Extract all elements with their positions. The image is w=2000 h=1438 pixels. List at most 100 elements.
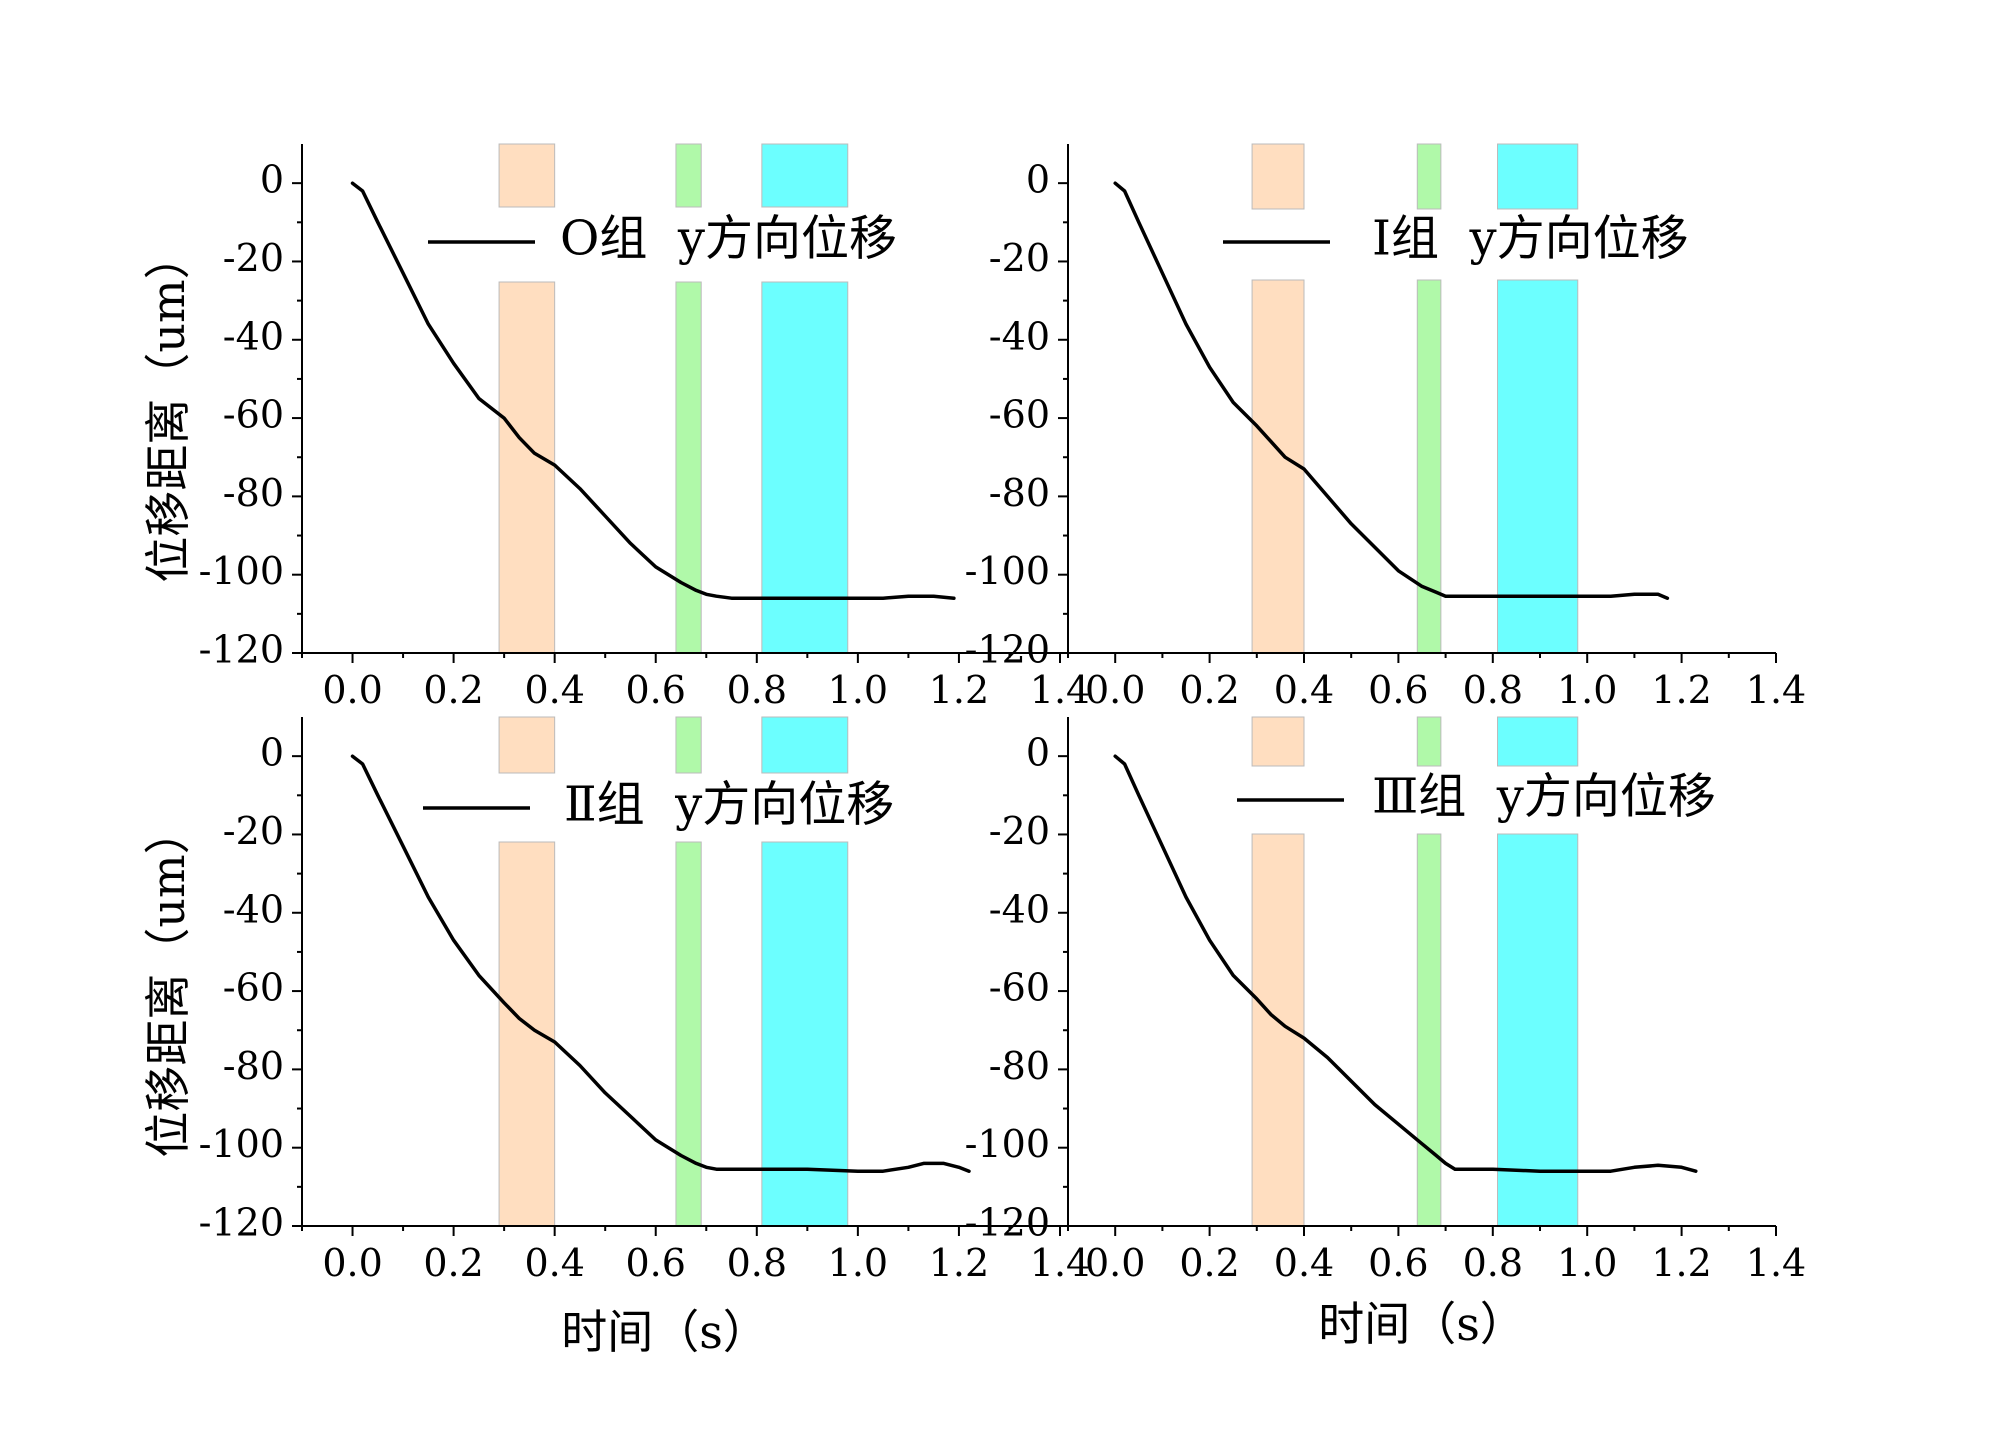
- x-tick-label: 1.4: [1030, 668, 1090, 712]
- x-tick-label: 0.8: [1463, 668, 1523, 712]
- series-line: [1113, 754, 1698, 1173]
- y-axis-label-top: 位移距离（um）: [141, 233, 195, 582]
- y-tick-label: -60: [989, 966, 1050, 1010]
- y-tick-label: -20: [989, 809, 1050, 853]
- chart-panel-bottom-right: 0 -20 -40 -60 -80 -100 -120 0.0 0.2 0.4 0.6 0.8 1.0 1…: [965, 716, 1806, 1285]
- x-tick-label: 0.6: [1368, 1241, 1428, 1285]
- x-tick-label: 1.0: [1557, 668, 1617, 712]
- x-tick-label: 1.2: [1651, 1241, 1711, 1285]
- y-tick-label: -100: [965, 1122, 1050, 1166]
- y-tick-label: -100: [199, 1122, 284, 1166]
- y-tick-label: -20: [223, 809, 284, 853]
- highlight-band-3-lower: [761, 281, 849, 654]
- highlight-band-1-lower: [1251, 833, 1305, 1227]
- x-tick-label: 0.8: [727, 668, 787, 712]
- highlight-band-3-lower: [1497, 279, 1579, 654]
- y-tick-label: -40: [223, 314, 284, 358]
- chart-panel-bottom-left: 0 -20 -40 -60 -80 -100 -120 0.0 0.2 0.4 0.6 0.8 1.0 1…: [199, 716, 1090, 1285]
- highlight-band-3-lower: [761, 841, 849, 1227]
- series-line: [350, 754, 971, 1173]
- x-tick-label: 1.2: [929, 1241, 989, 1285]
- highlight-band-3-upper: [761, 143, 849, 208]
- y-tick-label: 0: [1026, 731, 1050, 775]
- x-tick-label: 0.4: [1274, 1241, 1334, 1285]
- legend-label: Ⅲ组 y方向位移: [1372, 769, 1716, 825]
- x-tick-label: 0.4: [524, 668, 584, 712]
- highlight-band-3-upper: [1497, 716, 1579, 767]
- x-tick-label: 0.6: [626, 1241, 686, 1285]
- x-tick-label: 0.4: [524, 1241, 584, 1285]
- highlight-band-2-lower: [675, 841, 702, 1227]
- y-tick-label: 0: [260, 158, 284, 202]
- x-tick-label: 1.2: [1651, 668, 1711, 712]
- y-tick-label: -60: [223, 393, 284, 437]
- y-tick-label: -100: [965, 549, 1050, 593]
- x-tick-label: 0.0: [1085, 668, 1145, 712]
- x-tick-label: 0.6: [1368, 668, 1428, 712]
- highlight-band-2-upper: [1416, 143, 1442, 210]
- y-tick-label: -80: [223, 471, 284, 515]
- series-line: [1113, 181, 1670, 600]
- x-tick-label: 1.2: [929, 668, 989, 712]
- x-tick-label: 0.0: [322, 668, 382, 712]
- x-tick-label: 1.4: [1746, 1241, 1806, 1285]
- highlight-band-1-upper: [1251, 143, 1305, 210]
- highlight-band-2-lower: [1416, 833, 1442, 1227]
- highlight-band-1-lower: [1251, 279, 1305, 654]
- y-tick-label: -120: [199, 1201, 284, 1245]
- highlight-band-2-upper: [675, 716, 702, 774]
- x-tick-label: 0.2: [423, 1241, 483, 1285]
- y-tick-label: -40: [989, 887, 1050, 931]
- x-tick-label: 0.2: [423, 668, 483, 712]
- y-tick-label: 0: [260, 731, 284, 775]
- x-tick-label: 0.2: [1179, 1241, 1239, 1285]
- y-axis-label-bottom: 位移距离（um）: [141, 808, 195, 1157]
- y-tick-label: -20: [989, 236, 1050, 280]
- series-line: [350, 181, 956, 600]
- highlight-band-2-lower: [675, 281, 702, 654]
- y-tick-label: -40: [223, 887, 284, 931]
- y-tick-label: -60: [989, 393, 1050, 437]
- x-tick-label: 1.4: [1746, 668, 1806, 712]
- y-tick-label: -80: [223, 1044, 284, 1088]
- y-tick-label: -40: [989, 314, 1050, 358]
- x-tick-label: 0.0: [322, 1241, 382, 1285]
- highlight-band-1-lower: [498, 281, 556, 654]
- y-tick-label: -80: [989, 471, 1050, 515]
- x-tick-label: 1.4: [1030, 1241, 1090, 1285]
- highlight-band-1-upper: [498, 716, 556, 774]
- highlight-band-1-lower: [498, 841, 556, 1227]
- chart-panel-top-right: 0 -20 -40 -60 -80 -100 -120 0.0 0.2 0.4 0.6 0.8 1.0 1…: [965, 143, 1806, 712]
- highlight-band-1-upper: [1251, 716, 1305, 767]
- x-tick-label: 0.8: [727, 1241, 787, 1285]
- x-tick-label: 0.4: [1274, 668, 1334, 712]
- highlight-band-2-upper: [675, 143, 702, 208]
- x-tick-label: 0.8: [1463, 1241, 1523, 1285]
- legend-label: Ⅰ组 y方向位移: [1372, 211, 1689, 267]
- y-tick-label: -100: [199, 549, 284, 593]
- highlight-band-2-lower: [1416, 279, 1442, 654]
- highlight-band-1-upper: [498, 143, 556, 208]
- y-tick-label: -120: [199, 628, 284, 672]
- highlight-band-3-upper: [761, 716, 849, 774]
- legend-label: O组 y方向位移: [560, 211, 897, 267]
- x-tick-label: 0.6: [626, 668, 686, 712]
- y-tick-label: -60: [223, 966, 284, 1010]
- y-tick-label: 0: [1026, 158, 1050, 202]
- y-tick-label: -120: [965, 628, 1050, 672]
- highlight-band-2-upper: [1416, 716, 1442, 767]
- x-axis-label-right: 时间（s）: [1318, 1297, 1526, 1351]
- highlight-band-3-lower: [1497, 833, 1579, 1227]
- x-tick-label: 1.0: [828, 1241, 888, 1285]
- legend-label: Ⅱ组 y方向位移: [564, 777, 894, 833]
- x-tick-label: 1.0: [1557, 1241, 1617, 1285]
- y-tick-label: -80: [989, 1044, 1050, 1088]
- x-axis-label-left: 时间（s）: [561, 1305, 769, 1359]
- x-tick-label: 0.2: [1179, 668, 1239, 712]
- y-tick-label: -120: [965, 1201, 1050, 1245]
- chart-panel-top-left: 0 -20 -40 -60 -80 -100 -120 0.0 0.2 0.4 0.6 0.8 1.0 1…: [199, 143, 1090, 712]
- x-tick-label: 1.0: [828, 668, 888, 712]
- highlight-band-3-upper: [1497, 143, 1579, 210]
- x-tick-label: 0.0: [1085, 1241, 1145, 1285]
